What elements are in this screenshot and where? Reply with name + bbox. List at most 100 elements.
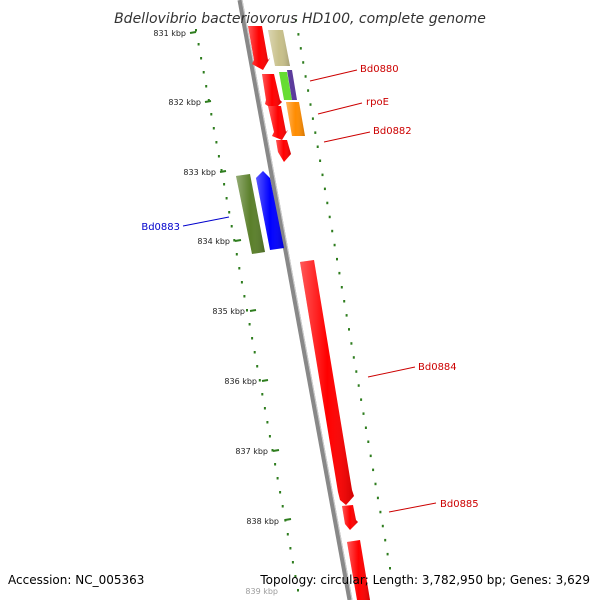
label-leader-lines	[182, 69, 437, 513]
tick-label-832: 832 kbp	[168, 98, 201, 107]
label-bd0882[interactable]: Bd0882	[373, 126, 412, 137]
scale-dot-left	[251, 337, 254, 340]
tick-label-837: 837 kbp	[235, 447, 268, 456]
scale-dot-left	[258, 379, 261, 382]
scale-dot-left	[268, 435, 271, 438]
scale-dot-left	[220, 169, 223, 172]
scale-dot-right	[338, 271, 341, 275]
scale-dot-right	[333, 243, 336, 247]
scale-dot-right	[314, 131, 317, 134]
scale-dot-right	[386, 552, 389, 556]
label-bd0880[interactable]: Bd0880	[360, 64, 399, 75]
genome-backbone	[237, 0, 353, 600]
gene-lime[interactable]	[279, 72, 292, 100]
scale-dot-right	[352, 356, 355, 359]
scale-dot-left	[276, 477, 279, 480]
scale-dot-left	[217, 155, 220, 158]
scale-dot-left	[212, 127, 215, 130]
scale-dot-right	[376, 496, 379, 500]
scale-dot-left	[294, 575, 297, 578]
gene-purple[interactable]	[287, 70, 297, 100]
label-bd0884[interactable]: Bd0884	[418, 362, 457, 373]
scale-dot-right	[328, 215, 331, 219]
scale-dot-left	[240, 281, 243, 284]
scale-dot-left	[271, 449, 274, 452]
scale-dot-left	[281, 505, 284, 508]
tick-label-835: 835 kbp	[212, 307, 245, 316]
scale-dot-left	[223, 183, 226, 186]
label-bd0883[interactable]: Bd0883	[141, 222, 180, 233]
gene-features	[236, 26, 370, 600]
scale-dot-left	[279, 491, 282, 494]
scale-dot-right	[367, 440, 370, 443]
scale-dot-right	[340, 286, 343, 289]
scale-dot-right	[323, 187, 326, 191]
tick-label-833: 833 kbp	[183, 168, 216, 177]
scale-dot-left	[230, 225, 233, 228]
scale-dot-right	[316, 145, 319, 148]
scale-dot-right	[304, 75, 307, 78]
scale-dot-right	[311, 117, 314, 120]
scale-dot-right	[345, 314, 348, 317]
scale-dot-right	[362, 412, 365, 415]
scale-dot-right	[295, 19, 297, 22]
scale-dot-left	[215, 141, 218, 144]
scale-dot-left	[246, 309, 248, 312]
scale-dot-right	[336, 257, 338, 261]
scale-dot-right	[389, 567, 391, 570]
scale-dot-right	[355, 370, 358, 373]
scale-dot-right	[350, 342, 353, 345]
scale-dot-left	[210, 113, 213, 116]
scale-dot-right	[360, 398, 363, 401]
scale-dot-right	[364, 426, 367, 429]
scale-dot-left	[195, 29, 197, 32]
backbone-highlight	[241, 0, 353, 600]
scale-dot-left	[286, 533, 289, 536]
scale-dot-right	[302, 61, 305, 64]
scale-dot-right	[307, 89, 310, 92]
scale-dot-right	[374, 482, 377, 486]
label-bd0885[interactable]: Bd0885	[440, 499, 479, 510]
scale-dot-left	[200, 57, 203, 60]
scale-dot-left	[235, 253, 238, 256]
scale-dot-left	[291, 561, 294, 564]
scale-dot-left	[261, 393, 264, 396]
scale-dots-left	[195, 29, 299, 592]
scale-dot-left	[263, 407, 266, 410]
scale-dot-right	[379, 510, 382, 514]
scale-dot-left	[243, 295, 246, 298]
scale-tick-marks	[189, 31, 292, 521]
scale-dot-left	[207, 99, 210, 102]
scale-dot-right	[384, 538, 387, 542]
tick-label-836: 836 kbp	[224, 377, 257, 386]
scale-dot-right	[297, 33, 300, 36]
scale-dot-right	[343, 300, 346, 303]
scale-dot-right	[319, 159, 322, 162]
scale-dot-left	[202, 71, 205, 74]
scale-dot-left	[297, 589, 299, 592]
scale-dot-right	[357, 384, 360, 387]
label-rpoe[interactable]: rpoE	[366, 97, 389, 108]
scale-dot-left	[289, 547, 292, 550]
scale-dot-left	[197, 43, 200, 46]
scale-dot-left	[225, 197, 228, 200]
scale-dot-right	[372, 468, 375, 472]
scale-dot-right	[309, 103, 312, 106]
scale-dot-left	[266, 421, 269, 424]
scale-dot-right	[331, 229, 334, 233]
scale-dot-left	[205, 85, 208, 88]
scale-dots-right	[295, 19, 391, 570]
tick-label-838: 838 kbp	[246, 517, 279, 526]
scale-dot-right	[321, 173, 324, 177]
topology-text: Topology: circular; Length: 3,782,950 bp…	[260, 573, 590, 587]
scale-dot-right	[381, 524, 384, 528]
scale-dot-left	[248, 323, 251, 326]
scale-dot-left	[256, 365, 259, 368]
scale-dot-right	[369, 454, 372, 458]
scale-dot-left	[233, 239, 236, 242]
tick-label-831: 831 kbp	[153, 29, 186, 38]
tick-label-839: 839 kbp	[245, 587, 278, 596]
scale-dot-right	[348, 328, 350, 331]
scale-dot-left	[238, 267, 241, 270]
